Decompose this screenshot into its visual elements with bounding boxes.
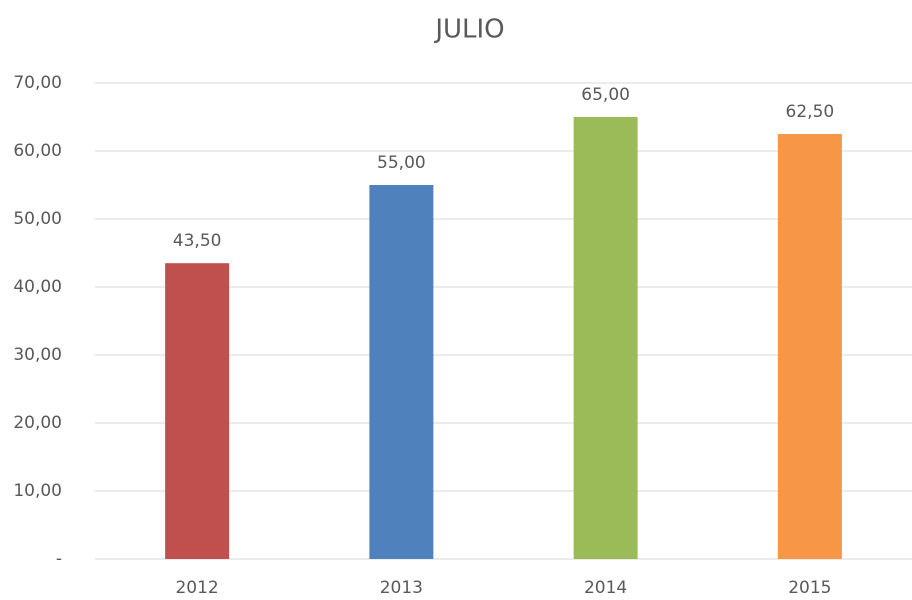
- chart-title: JULIO: [433, 15, 504, 45]
- data-label: 62,50: [786, 102, 835, 122]
- bar: [777, 134, 842, 559]
- data-label: 43,50: [173, 231, 222, 251]
- y-tick-label: 60,00: [13, 141, 62, 161]
- x-tick-label: 2013: [380, 578, 423, 598]
- bar: [573, 117, 638, 559]
- data-label: 55,00: [377, 153, 426, 173]
- x-tick-label: 2012: [175, 578, 218, 598]
- y-tick-label: 20,00: [13, 413, 62, 433]
- x-tick-label: 2015: [788, 578, 831, 598]
- y-tick-label: 30,00: [13, 345, 62, 365]
- y-tick-label: 10,00: [13, 481, 62, 501]
- data-label: 65,00: [581, 85, 630, 105]
- bar: [165, 263, 230, 559]
- x-tick-label: 2014: [584, 578, 627, 598]
- y-tick-label: 70,00: [13, 73, 62, 93]
- y-tick-label: 50,00: [13, 209, 62, 229]
- bar: [369, 185, 434, 559]
- y-tick-label: 40,00: [13, 277, 62, 297]
- y-tick-label: -: [56, 549, 62, 569]
